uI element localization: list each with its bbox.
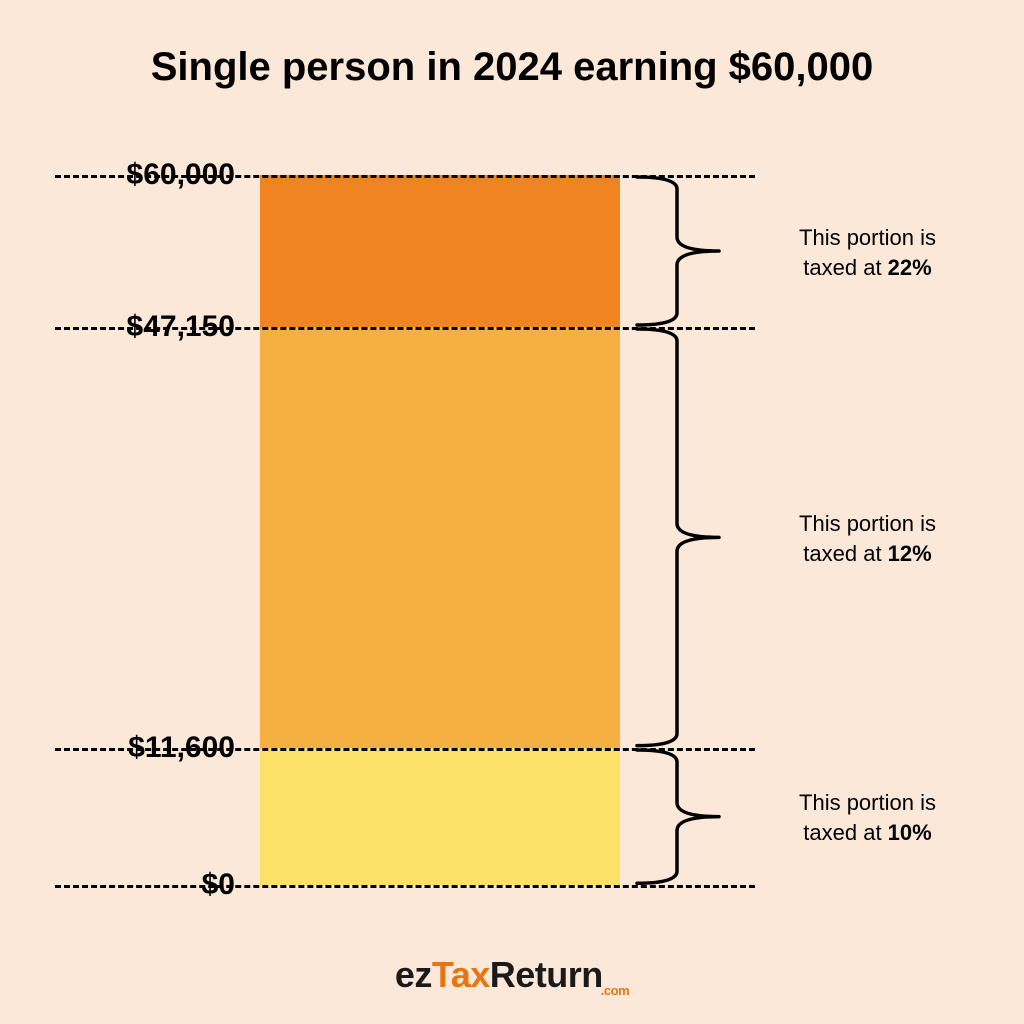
annotation-rate: 12% [888,541,932,566]
bracket-annotation-22: This portion is taxed at 22% [770,223,965,282]
tax-bracket-chart: $60,000 $47,150 $11,600 $0 This portion is ta… [0,0,1024,1024]
brace-icon [635,748,725,885]
y-axis-label: $11,600 [55,731,235,765]
logo-ez: ez [395,954,432,995]
annotation-line2: taxed at [803,820,887,845]
bracket-annotation-10: This portion is taxed at 10% [770,788,965,847]
bracket-bar-12 [260,327,620,748]
annotation-line2: taxed at [803,255,887,280]
logo-return: Return [490,954,603,995]
bracket-bar-10 [260,748,620,885]
y-axis-label: $60,000 [55,158,235,192]
logo-tax: Tax [432,954,490,995]
brace-icon [635,175,725,327]
annotation-rate: 22% [888,255,932,280]
bracket-bar-22 [260,175,620,327]
annotation-line2: taxed at [803,541,887,566]
y-axis-label: $47,150 [55,310,235,344]
bracket-annotation-12: This portion is taxed at 12% [770,509,965,568]
y-axis-label: $0 [55,868,235,902]
logo-dotcom: .com [601,983,629,998]
annotation-rate: 10% [888,820,932,845]
annotation-line1: This portion is [799,511,936,536]
annotation-line1: This portion is [799,790,936,815]
brand-logo: ezTaxReturn.com [0,954,1024,996]
brace-icon [635,327,725,748]
annotation-line1: This portion is [799,225,936,250]
